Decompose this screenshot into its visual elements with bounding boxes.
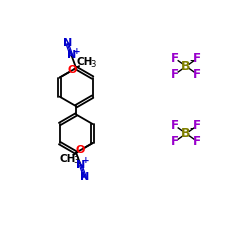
Text: F: F (171, 119, 179, 132)
Text: O: O (76, 146, 85, 156)
Text: N: N (76, 160, 85, 170)
Text: 3: 3 (73, 156, 79, 166)
Text: N: N (80, 172, 90, 182)
Text: F: F (171, 52, 179, 65)
Text: -: - (189, 122, 194, 135)
Text: -: - (189, 54, 194, 68)
Text: F: F (193, 135, 201, 148)
Text: F: F (193, 52, 201, 65)
Text: O: O (68, 65, 77, 75)
Text: N: N (62, 38, 72, 48)
Text: B: B (181, 127, 191, 140)
Text: +: + (73, 46, 81, 56)
Text: N: N (67, 50, 76, 60)
Text: CH: CH (77, 57, 93, 67)
Text: F: F (193, 68, 201, 81)
Text: +: + (82, 156, 90, 165)
Text: CH: CH (60, 154, 76, 164)
Text: F: F (171, 135, 179, 148)
Text: B: B (181, 60, 191, 73)
Text: F: F (171, 68, 179, 81)
Text: 3: 3 (91, 60, 96, 69)
Text: F: F (193, 119, 201, 132)
